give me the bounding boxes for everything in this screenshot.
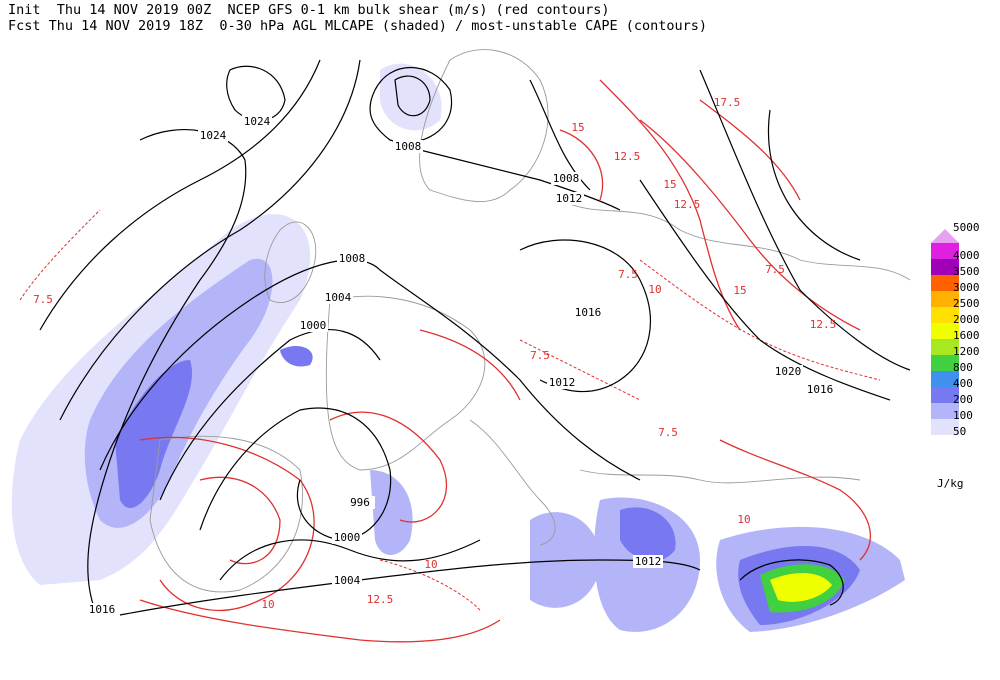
shear-label: 12.5 <box>367 593 394 606</box>
header-line: Fcst Thu 14 NOV 2019 18Z 0-30 hPa AGL ML… <box>8 18 707 34</box>
legend-swatch <box>931 355 959 371</box>
label-bg <box>633 555 663 568</box>
shear-label: 12.5 <box>614 150 641 163</box>
legend-label: 5000 <box>953 221 980 234</box>
legend-swatch <box>931 259 959 275</box>
label-bg <box>554 192 584 205</box>
label-bg <box>551 172 581 185</box>
isobar-label: 1012 <box>549 376 576 389</box>
label-bg <box>773 365 803 378</box>
legend-label: 1200 <box>953 345 980 358</box>
shear-label: 10 <box>261 598 274 611</box>
isobar-label: 1008 <box>339 252 366 265</box>
shear-label: 10 <box>737 513 750 526</box>
isobars <box>39 59 911 616</box>
shear-label: 10 <box>424 558 437 571</box>
label-bg <box>87 603 117 616</box>
shear-label: 15 <box>733 284 746 297</box>
shear-label: 7.5 <box>33 293 53 306</box>
legend-label: 2500 <box>953 297 980 310</box>
label-bg <box>242 115 272 128</box>
legend-label: 50 <box>953 425 966 438</box>
isobar-label: 1012 <box>556 192 583 205</box>
label-bg <box>298 319 328 332</box>
isobar-label: 996 <box>350 496 370 509</box>
shear-label: 10 <box>648 283 661 296</box>
isobar-label: 1016 <box>575 306 602 319</box>
isobar-label: 1008 <box>395 140 422 153</box>
shear-label: 7.5 <box>658 426 678 439</box>
coastlines <box>149 49 911 593</box>
isobar-label: 1012 <box>635 555 662 568</box>
shear-label: 7.5 <box>530 349 550 362</box>
legend-label: 4000 <box>953 249 980 262</box>
isobar-label: 1004 <box>325 291 352 304</box>
legend-label: 1600 <box>953 329 980 342</box>
label-bg <box>198 129 228 142</box>
legend-swatch <box>931 339 959 355</box>
isobar-label: 1004 <box>334 574 361 587</box>
shear-label: 7.5 <box>765 263 785 276</box>
label-bg <box>393 140 423 153</box>
legend-swatch <box>931 291 959 307</box>
label-bg <box>332 574 362 587</box>
isobar-label: 1000 <box>334 531 361 544</box>
header-line: Init Thu 14 NOV 2019 00Z NCEP GFS 0-1 km… <box>8 2 609 18</box>
isobar-label: 1008 <box>553 172 580 185</box>
contour-labels: 1024102410081008101210081004100010161012… <box>33 96 836 616</box>
legend-label: 3500 <box>953 265 980 278</box>
legend-label: 3000 <box>953 281 980 294</box>
legend-unit: J/kg <box>937 477 964 490</box>
shear-label: 17.5 <box>714 96 741 109</box>
legend-label: 200 <box>953 393 973 406</box>
legend-label: 800 <box>953 361 973 374</box>
shear-label: 15 <box>571 121 584 134</box>
shear-label: 12.5 <box>674 198 701 211</box>
legend-swatch <box>931 229 959 243</box>
label-bg <box>547 376 577 389</box>
label-bg <box>573 306 603 319</box>
shear-label: 12.5 <box>810 318 837 331</box>
label-bg <box>345 496 375 509</box>
legend-swatch <box>931 403 959 419</box>
isobar-label: 1024 <box>244 115 271 128</box>
label-bg <box>332 531 362 544</box>
label-bg <box>323 291 353 304</box>
isobar-label: 1024 <box>200 129 227 142</box>
legend-swatch <box>931 323 959 339</box>
legend-swatch <box>931 275 959 291</box>
legend-swatch <box>931 387 959 403</box>
cape-shading <box>11 63 905 632</box>
legend-label: 2000 <box>953 313 980 326</box>
isobar-label: 1020 <box>775 365 802 378</box>
shear-contours <box>19 79 881 643</box>
label-bg <box>805 383 835 396</box>
shear-label: 7.5 <box>618 268 638 281</box>
legend-swatch <box>931 243 959 259</box>
legend-label: 100 <box>953 409 973 422</box>
isobar-label: 1000 <box>300 319 327 332</box>
legend-swatch <box>931 371 959 387</box>
legend-label: 400 <box>953 377 973 390</box>
legend-swatch <box>931 419 959 435</box>
legend-swatch <box>931 307 959 323</box>
shear-label: 15 <box>663 178 676 191</box>
legend: 5000 4000 3500 3000 2500 2000 1600 1200 800 400 20… <box>931 221 980 490</box>
label-bg <box>337 252 367 265</box>
isobar-label: 1016 <box>807 383 834 396</box>
isobar-label: 1016 <box>89 603 116 616</box>
